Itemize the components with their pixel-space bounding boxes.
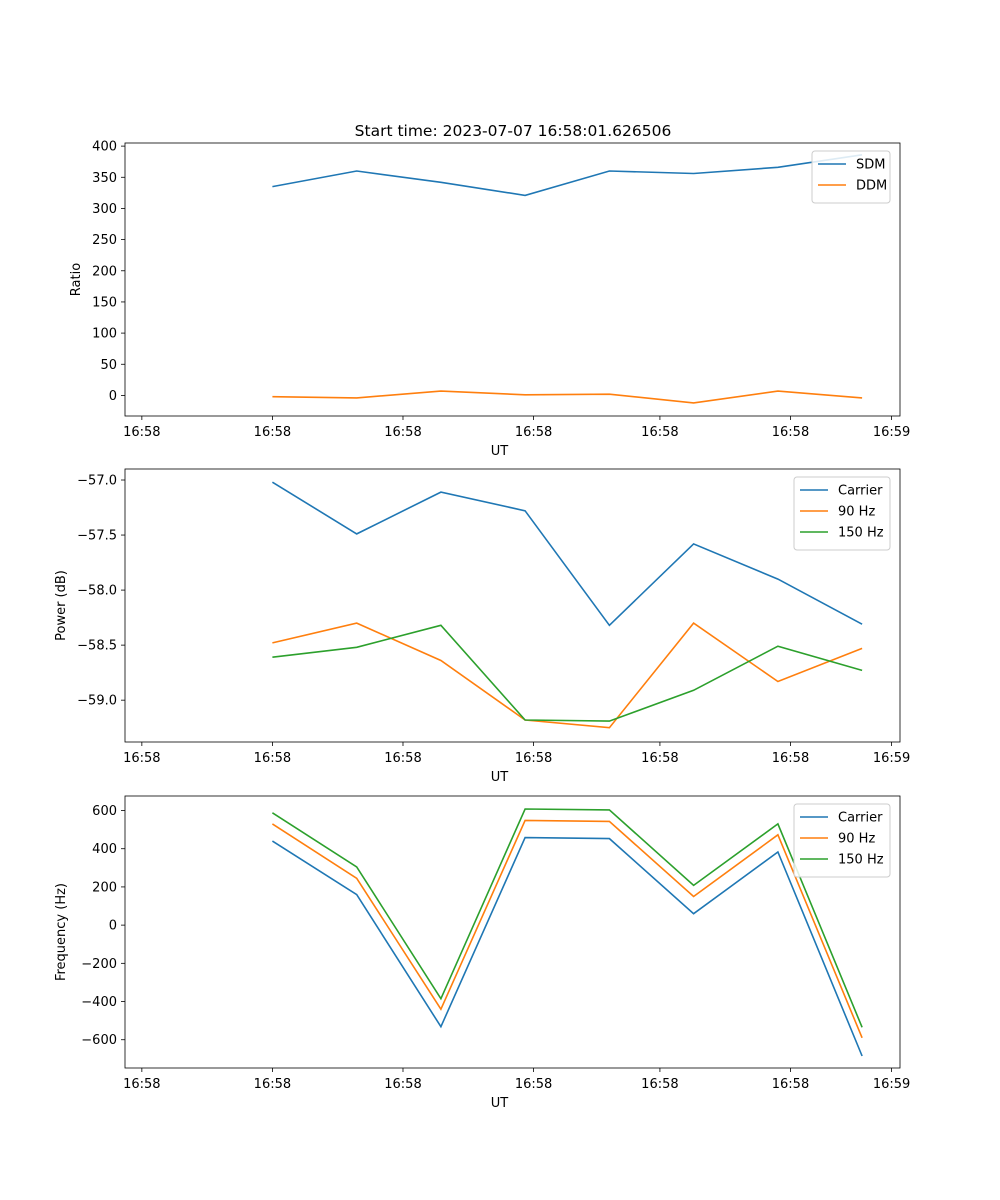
series-line-sdm — [272, 154, 863, 197]
y-tick-label: −600 — [81, 1033, 117, 1048]
x-tick-label: 16:58 — [123, 751, 160, 766]
x-tick-label: 16:59 — [873, 751, 910, 766]
y-tick-label: −58.5 — [77, 639, 117, 654]
legend-label: 90 Hz — [838, 832, 875, 847]
legend: SDM DDM — [811, 150, 891, 204]
y-tick-label: 350 — [92, 171, 117, 186]
plot-frame — [124, 795, 901, 1069]
x-tick-label: 16:58 — [772, 751, 809, 766]
x-tick-label: 16:58 — [384, 425, 421, 440]
plots: 16:58 16:58 16:58 16:58 16:58 16:58 16:59 0 50 10… — [54, 140, 910, 1111]
x-tick-label: 16:58 — [515, 1077, 552, 1092]
x-tick-label: 16:58 — [772, 1077, 809, 1092]
x-tick-label: 16:58 — [641, 1077, 678, 1092]
y-tick-label: 250 — [92, 233, 117, 248]
x-axis-label: UT — [491, 444, 509, 459]
series-line-150-hz — [271, 808, 863, 1028]
x-tick-label: 16:58 — [384, 1077, 421, 1092]
y-tick-label: −400 — [81, 995, 117, 1010]
y-tick-label: 200 — [92, 264, 117, 279]
x-tick-label: 16:58 — [515, 425, 552, 440]
y-tick-label: 200 — [92, 880, 117, 895]
y-tick-label: 150 — [92, 295, 117, 310]
legend-label: 150 Hz — [838, 853, 884, 868]
x-tick-label: 16:58 — [123, 425, 160, 440]
x-tick-label: 16:58 — [772, 425, 809, 440]
legend-label: 150 Hz — [838, 526, 884, 541]
y-tick-label: −58.0 — [77, 584, 117, 599]
series-line-90-hz — [271, 819, 863, 1039]
y-tick-label: 0 — [109, 919, 117, 934]
legend-label: 90 Hz — [838, 505, 875, 520]
subplot-2: 16:58 16:58 16:58 16:58 16:58 16:58 16:59 −59.0… — [54, 468, 910, 785]
series-line-90-hz — [272, 622, 863, 729]
subplot-1: 16:58 16:58 16:58 16:58 16:58 16:58 16:59 0 50 10… — [69, 140, 910, 459]
y-tick-label: 100 — [92, 327, 117, 342]
y-tick-label: 400 — [92, 140, 117, 155]
x-tick-label: 16:58 — [254, 425, 291, 440]
x-axis-label: UT — [491, 770, 509, 785]
x-tick-label: 16:58 — [254, 751, 291, 766]
series-line-carrier — [271, 836, 863, 1057]
y-tick-label: −57.0 — [77, 474, 117, 489]
series-line-ddm — [272, 390, 863, 404]
subplot-3: 16:58 16:58 16:58 16:58 16:58 16:58 16:59 −600 −… — [54, 795, 910, 1111]
x-tick-label: 16:58 — [123, 1077, 160, 1092]
y-axis-label: Ratio — [69, 263, 84, 296]
x-tick-label: 16:58 — [641, 425, 678, 440]
y-tick-label: 600 — [92, 804, 117, 819]
legend-label: SDM — [856, 158, 885, 173]
plot-frame — [124, 468, 901, 743]
legend-label: Carrier — [838, 811, 883, 826]
x-tick-label: 16:58 — [384, 751, 421, 766]
y-axis-label: Power (dB) — [54, 570, 69, 641]
x-tick-label: 16:58 — [254, 1077, 291, 1092]
y-tick-label: 50 — [100, 358, 117, 373]
legend: Carrier 90 Hz 150 Hz — [793, 803, 891, 878]
y-tick-label: −59.0 — [77, 694, 117, 709]
y-tick-label: −200 — [81, 957, 117, 972]
y-tick-label: −57.5 — [77, 529, 117, 544]
series-line-carrier — [271, 481, 863, 627]
plot-frame — [124, 142, 901, 417]
legend-label: DDM — [856, 179, 887, 194]
x-tick-label: 16:58 — [515, 751, 552, 766]
y-axis-label: Frequency (Hz) — [54, 883, 69, 981]
series-line-150-hz — [272, 624, 863, 722]
legend-label: Carrier — [838, 484, 883, 499]
y-tick-label: 400 — [92, 842, 117, 857]
x-tick-label: 16:58 — [641, 751, 678, 766]
x-tick-label: 16:59 — [873, 425, 910, 440]
x-tick-label: 16:59 — [873, 1077, 910, 1092]
y-tick-label: 0 — [109, 389, 117, 404]
figure-title: Start time: 2023-07-07 16:58:01.626506 — [355, 122, 672, 140]
y-tick-label: 300 — [92, 202, 117, 217]
legend: Carrier 90 Hz 150 Hz — [793, 476, 891, 551]
x-axis-label: UT — [491, 1096, 509, 1111]
